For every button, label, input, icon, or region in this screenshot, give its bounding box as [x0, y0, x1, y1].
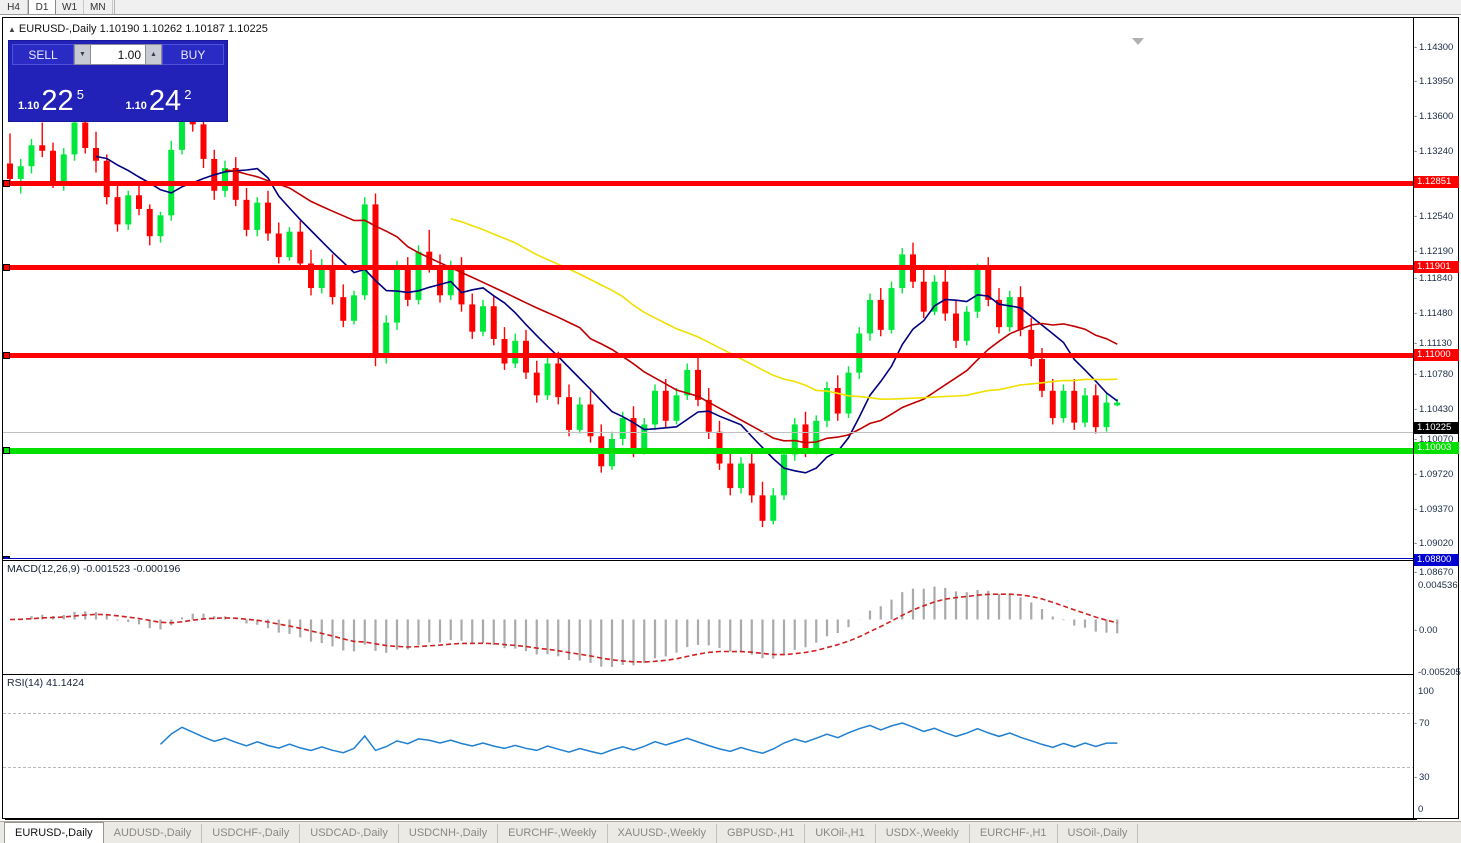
sell-price-base: 1.10 — [18, 100, 40, 112]
chart-tab-usdcnh--daily[interactable]: USDCNH-,Daily — [399, 824, 499, 843]
chart-tab-xauusd--weekly[interactable]: XAUUSD-,Weekly — [608, 824, 717, 843]
buy-price-display[interactable]: 1.10 24 2 — [119, 65, 224, 118]
chart-tab-usoil--daily[interactable]: USOil-,Daily — [1058, 824, 1139, 843]
buy-price-base: 1.10 — [125, 100, 147, 112]
macd-axis-tick-zero: -0.00 — [1414, 625, 1438, 636]
volume-decrease-icon[interactable]: ▼ — [74, 44, 91, 65]
axis-tick: -1.09370 — [1414, 504, 1454, 515]
support-line-1-10003[interactable] — [3, 447, 1415, 454]
sell-price-display[interactable]: 1.10 22 5 — [12, 65, 117, 118]
line-handle[interactable] — [3, 264, 10, 271]
axis-tick: -1.10430 — [1414, 404, 1454, 415]
chart-tabs-bar[interactable]: EURUSD-,Daily AUDUSD-,Daily USDCHF-,Daily U… — [0, 821, 1461, 843]
volume-increase-icon[interactable]: ▲ — [145, 44, 162, 65]
axis-tick: -1.12540 — [1414, 211, 1454, 222]
macd-canvas — [9, 586, 1119, 667]
sell-price-fraction: 5 — [76, 87, 84, 102]
macd-axis-tick-min: -0.005205 — [1418, 667, 1461, 678]
chart-area[interactable]: ▲ EURUSD-,Daily 1.10190 1.10262 1.10187 1… — [2, 17, 1461, 833]
axis-tick: -1.08670 — [1414, 567, 1454, 578]
axis-tick: -1.10780 — [1414, 369, 1454, 380]
axis-tick: -1.10070 — [1414, 434, 1454, 445]
chart-tab-usdchf--daily[interactable]: USDCHF-,Daily — [202, 824, 301, 843]
price-axis[interactable]: -1.14300 -1.13950 -1.13600 -1.13240 1.12… — [1413, 18, 1461, 818]
chart-tab-gbpusd--h1[interactable]: GBPUSD-,H1 — [717, 824, 806, 843]
axis-tick: -1.09720 — [1414, 469, 1454, 480]
price-level-label-resistance-1[interactable]: 1.12851 — [1414, 176, 1459, 188]
axis-tick: -1.13950 — [1414, 76, 1454, 87]
rsi-axis-tick-100: 100 — [1418, 686, 1434, 697]
octp-prices-row: 1.10 22 5 1.10 24 2 — [9, 65, 227, 121]
resistance-line-1-11901[interactable] — [3, 264, 1415, 271]
chart-tab-audusd--daily[interactable]: AUDUSD-,Daily — [104, 824, 203, 843]
line-handle[interactable] — [3, 180, 10, 187]
toolbar-divider — [112, 0, 115, 14]
line-handle[interactable] — [3, 352, 10, 359]
support-line-1-08800[interactable] — [3, 556, 1415, 559]
chart-scroll-marker-icon[interactable] — [1132, 38, 1144, 45]
current-price-line — [3, 432, 1415, 433]
rsi-level-30-line — [3, 767, 1415, 768]
chart-tab-eurusd--daily[interactable]: EURUSD-,Daily — [4, 822, 104, 843]
timeframe-mn[interactable]: MN — [84, 0, 113, 14]
rsi-axis-tick-0: 0 — [1418, 804, 1424, 815]
sell-price-pips: 22 — [41, 85, 74, 117]
rsi-axis-tick-30: -30 — [1414, 772, 1430, 783]
timeframe-h4[interactable]: H4 — [0, 0, 28, 14]
timeframe-toolbar: H4 D1 W1 MN — [0, 0, 1461, 15]
price-level-label-support-blue[interactable]: 1.08800 — [1414, 554, 1459, 566]
one-click-trading-panel[interactable]: SELL ▼ 1.00 ▲ BUY 1.10 22 5 1.10 24 2 — [8, 40, 228, 122]
chart-symbol-header: ▲ EURUSD-,Daily 1.10190 1.10262 1.10187 1… — [8, 23, 268, 35]
axis-tick: -1.13240 — [1414, 146, 1454, 157]
sell-button[interactable]: SELL — [12, 44, 74, 65]
chart-symbol-ohlc: EURUSD-,Daily 1.10190 1.10262 1.10187 1.… — [18, 23, 268, 35]
axis-tick: -1.13600 — [1414, 111, 1454, 122]
price-level-label-support-green[interactable]: 1.10003 — [1414, 442, 1459, 454]
rsi-level-70-line — [3, 713, 1415, 714]
resistance-line-1-12851[interactable] — [3, 180, 1415, 187]
axis-tick: -1.14300 — [1414, 42, 1454, 53]
price-level-label-resistance-2[interactable]: 1.11901 — [1414, 261, 1459, 273]
chart-tab-usdcad--daily[interactable]: USDCAD-,Daily — [300, 824, 399, 843]
collapse-triangle-icon[interactable]: ▲ — [8, 24, 16, 34]
octp-controls-row: SELL ▼ 1.00 ▲ BUY — [9, 41, 227, 65]
macd-pane[interactable]: MACD(12,26,9) -0.001523 -0.000196 — [3, 560, 1415, 673]
rsi-pane[interactable]: RSI(14) 41.1424 — [3, 674, 1415, 801]
axis-tick: -1.11480 — [1414, 308, 1453, 319]
rsi-canvas — [159, 722, 1118, 755]
axis-tick: -1.11130 — [1414, 338, 1452, 349]
volume-input[interactable]: 1.00 — [91, 44, 145, 65]
buy-price-fraction: 2 — [184, 87, 192, 102]
resistance-line-1-11000[interactable] — [3, 352, 1415, 359]
axis-tick: -1.09020 — [1414, 538, 1454, 549]
chart-tab-eurchf--h1[interactable]: EURCHF-,H1 — [970, 824, 1058, 843]
rsi-axis-tick-70: -70 — [1414, 718, 1430, 729]
chart-tab-eurchf--weekly[interactable]: EURCHF-,Weekly — [498, 824, 608, 843]
axis-tick: -1.12190 — [1414, 246, 1454, 257]
price-level-label-resistance-3[interactable]: 1.11000 — [1414, 349, 1459, 361]
timeframe-w1[interactable]: W1 — [56, 0, 84, 14]
axis-tick: -1.11840 — [1414, 273, 1453, 284]
line-handle[interactable] — [3, 556, 10, 559]
macd-axis-tick-max: 0.004536 — [1418, 580, 1458, 591]
buy-price-pips: 24 — [148, 85, 182, 117]
chart-tab-usdx--weekly[interactable]: USDX-,Weekly — [876, 824, 970, 843]
line-handle[interactable] — [3, 447, 10, 454]
chart-tab-ukoil--h1[interactable]: UKOil-,H1 — [805, 824, 876, 843]
buy-button[interactable]: BUY — [162, 44, 224, 65]
timeframe-d1[interactable]: D1 — [28, 0, 56, 14]
price-pane[interactable]: ▲ EURUSD-,Daily 1.10190 1.10262 1.10187 1… — [3, 18, 1415, 559]
rsi-label: RSI(14) 41.1424 — [7, 677, 85, 689]
macd-label: MACD(12,26,9) -0.001523 -0.000196 — [7, 563, 181, 575]
current-price-label: 1.10225 — [1414, 422, 1459, 434]
